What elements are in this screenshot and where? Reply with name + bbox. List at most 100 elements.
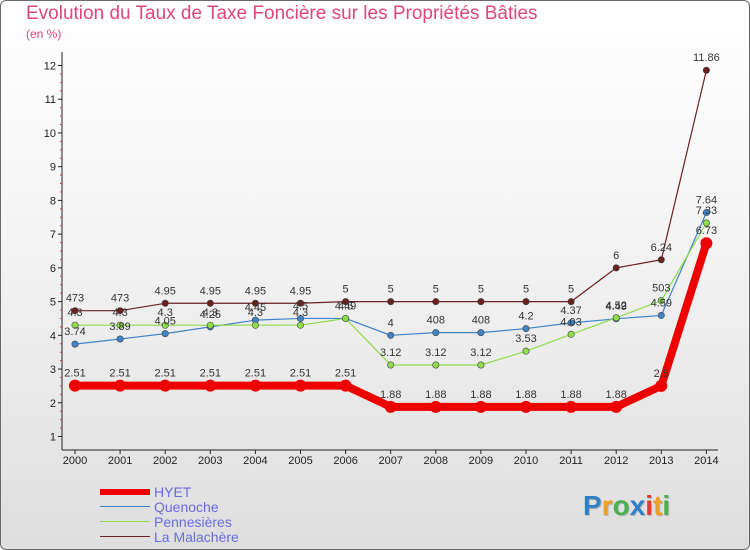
data-point [161,321,169,329]
x-tick-label: 2002 [153,455,177,467]
data-label: 5 [523,284,529,296]
data-point [114,379,127,392]
data-point [294,379,307,392]
data-point [567,330,575,338]
data-point [432,298,440,306]
x-tick-label: 2003 [198,455,222,467]
legend-label-la-malachere: La Malachère [154,529,239,545]
y-tick-label: 12 [44,60,56,72]
data-point [296,314,304,322]
data-label: 6.24 [651,242,672,254]
legend-swatch-quenoche [100,506,150,507]
y-tick-label: 6 [50,263,56,275]
data-label: 2.51 [290,368,311,380]
data-point [522,347,530,355]
data-label: 2.51 [64,368,85,380]
data-point [206,299,214,307]
data-label: 4.25 [200,309,221,321]
data-label: 1.88 [515,389,536,401]
data-point [387,298,395,306]
data-label: 3.12 [425,347,446,359]
x-tick-label: 2006 [333,455,357,467]
data-label: 5 [343,284,349,296]
chart-title: Evolution du Taux de Taxe Foncière sur l… [26,3,538,24]
y-tick-label: 7 [50,229,56,241]
data-point [204,379,217,392]
logo-letter: t [653,490,663,521]
data-point [657,256,665,264]
data-label: 6 [613,250,619,262]
x-tick-label: 2007 [378,455,402,467]
data-label: 3.89 [109,321,130,333]
data-label: 503 [652,283,670,295]
data-label: 6.73 [696,225,717,237]
data-label: 4.52 [605,300,626,312]
y-tick-label: 4 [50,330,56,342]
data-point [522,325,530,333]
data-label: 4.3 [67,307,82,319]
y-axis-unit-label: (en %) [26,27,62,41]
data-point [432,361,440,369]
y-tick-label: 3 [50,364,56,376]
data-label: 4.03 [560,316,581,328]
data-point [657,311,665,319]
data-point [655,379,668,392]
data-label: 473 [66,293,84,305]
data-point [700,237,713,250]
y-tick-label: 11 [45,94,56,106]
data-point [339,379,352,392]
y-tick-label: 9 [50,162,56,174]
data-point [161,330,169,338]
legend-label-quenoche: Quenoche [154,499,219,515]
data-point [477,329,485,337]
x-tick-label: 2010 [514,455,538,467]
data-point [71,321,79,329]
data-point [477,298,485,306]
y-tick-label: 2 [50,398,56,410]
x-tick-label: 2005 [288,455,312,467]
data-label: 2.51 [200,368,221,380]
x-tick-label: 2000 [63,455,87,467]
data-point [296,321,304,329]
data-label: 5 [568,284,574,296]
legend-label-hyet: HYET [154,484,192,500]
data-point [702,66,710,74]
data-label: 7.33 [696,205,717,217]
x-tick-label: 2008 [424,455,448,467]
y-tick-label: 8 [50,195,56,207]
data-label: 4.59 [651,297,672,309]
data-label: 5 [478,284,484,296]
data-label: 4.45 [245,302,266,314]
data-point [249,379,262,392]
x-tick-label: 2004 [243,455,267,467]
data-label: 4.3 [203,307,218,319]
logo-letter: i [645,490,654,521]
x-tick-label: 2009 [469,455,493,467]
data-point [342,298,350,306]
x-tick-label: 2014 [694,455,718,467]
data-label: 4.05 [154,316,175,328]
data-point [384,400,397,413]
data-point [567,298,575,306]
data-label: 2.51 [154,368,175,380]
data-label: 2.51 [109,368,130,380]
data-label: 3.74 [64,326,85,338]
data-point [116,335,124,343]
data-label: 11.86 [693,52,720,64]
data-label: 473 [111,293,129,305]
legend-swatch-la-malachere [100,536,150,537]
data-label: 4.2 [518,311,533,323]
data-label: 3.53 [515,333,536,345]
data-point [567,319,575,327]
data-point [610,400,623,413]
x-tick-label: 2012 [604,455,628,467]
data-label: 4.49 [335,300,356,312]
data-point [342,314,350,322]
data-point [520,400,532,413]
data-label: 408 [427,315,445,327]
data-label: 4.5 [293,300,308,312]
data-label: 4.95 [245,285,266,297]
data-point [116,321,124,329]
proxiti-logo: Proxiti [583,490,670,522]
